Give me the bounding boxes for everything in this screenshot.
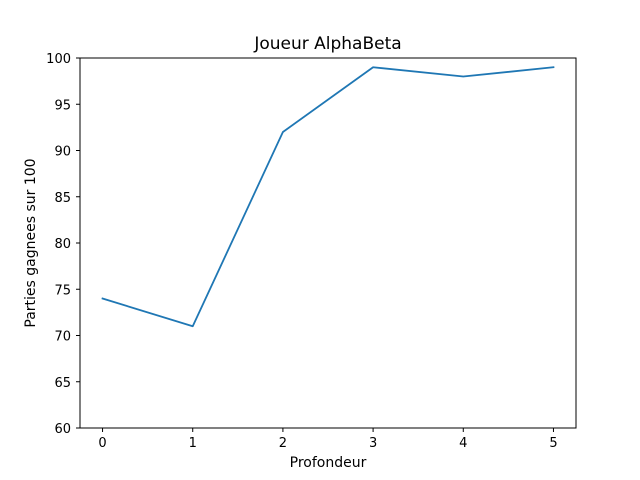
x-tick-label: 4: [459, 436, 467, 451]
y-tick-label: 100: [46, 52, 71, 67]
x-axis-label: Profondeur: [290, 455, 367, 471]
y-tick-label: 85: [54, 191, 71, 206]
y-axis: 60 65 70 75 80 85 90 95 100: [46, 52, 80, 437]
x-tick-label: 2: [279, 436, 287, 451]
y-axis-label: Parties gagnees sur 100: [23, 158, 39, 327]
plot-area-background: [80, 58, 576, 428]
x-tick-label: 5: [549, 436, 557, 451]
y-tick-label: 90: [54, 145, 71, 160]
x-tick-label: 0: [98, 436, 106, 451]
y-tick-label: 60: [54, 422, 71, 437]
chart-title: Joueur AlphaBeta: [253, 34, 401, 54]
series-line: [101, 66, 555, 328]
x-tick-label: 1: [189, 436, 197, 451]
y-tick-label: 70: [54, 330, 71, 345]
x-axis: 0 1 2 3 4 5: [98, 428, 558, 451]
y-tick-label: 65: [54, 376, 71, 391]
y-tick-label: 95: [54, 98, 71, 113]
y-tick-label: 80: [54, 237, 71, 252]
y-tick-label: 75: [54, 283, 71, 298]
series-layer: [101, 66, 555, 328]
x-tick-label: 3: [369, 436, 377, 451]
